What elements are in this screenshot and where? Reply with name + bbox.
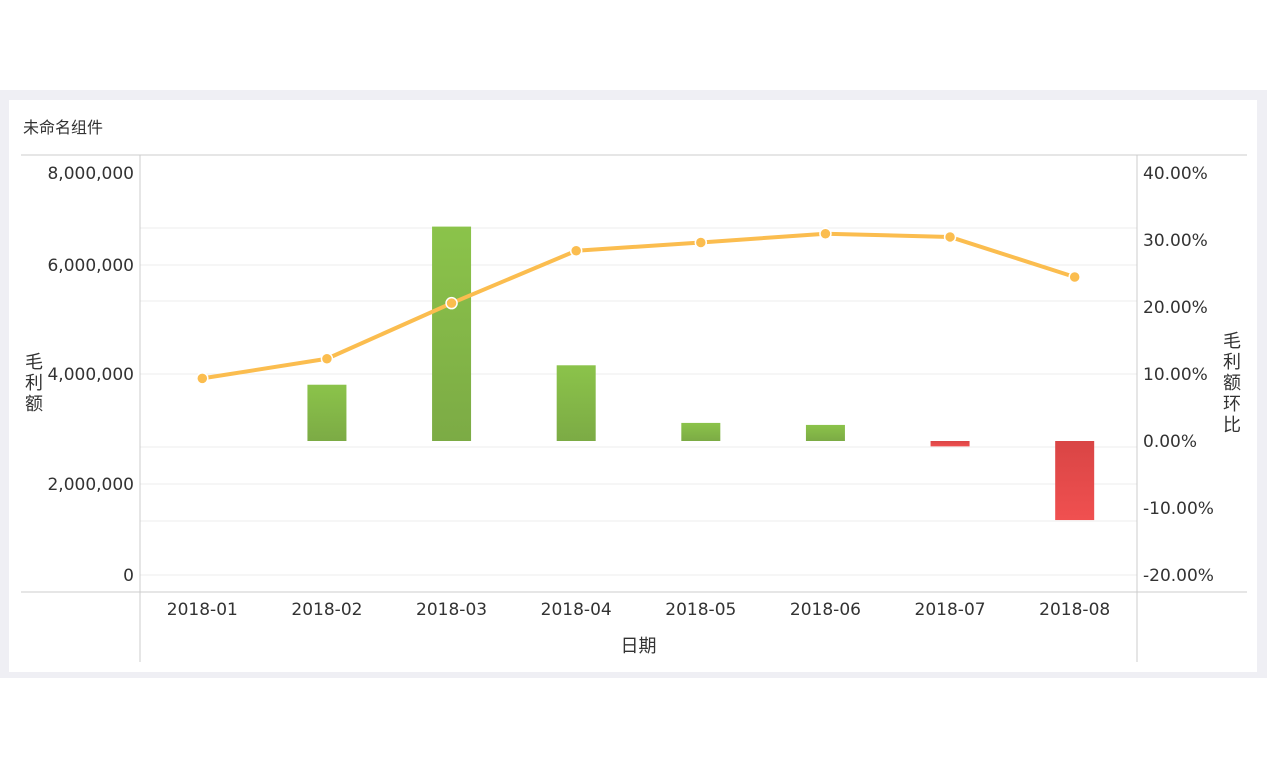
left-axis-title: 毛利额 (25, 352, 43, 415)
line-point (196, 372, 209, 385)
left-tick-label: 8,000,000 (47, 164, 134, 184)
line-point (819, 227, 832, 240)
line-point (445, 296, 458, 310)
left-tick-label: 0 (123, 566, 134, 586)
left-axis-title-char: 毛 (25, 352, 43, 373)
left-axis-title-char: 利 (25, 373, 43, 394)
bar (681, 422, 721, 441)
line-point (943, 230, 957, 244)
bar-series (307, 226, 1095, 521)
line-point (694, 236, 708, 249)
bar (805, 424, 845, 441)
bar (930, 441, 970, 447)
line-series (196, 227, 1081, 385)
left-tick-label: 4,000,000 (47, 365, 134, 385)
right-axis-title-char: 比 (1223, 415, 1241, 436)
chart-frame: 未命名组件 8,000,000 6,000,000 4,000,000 2,000,0… (0, 90, 1267, 678)
right-axis-title-char: 利 (1223, 352, 1241, 373)
axes (21, 154, 1247, 662)
right-tick-label: 30.00% (1143, 231, 1208, 251)
right-tick-label: 20.00% (1143, 298, 1208, 318)
line-path (200, 231, 1077, 381)
x-tick-label: 2018-01 (167, 600, 238, 620)
right-tick-label: 40.00% (1143, 164, 1208, 184)
right-tick-label: -10.00% (1143, 499, 1214, 519)
x-tick-label: 2018-05 (665, 600, 736, 620)
bar (556, 365, 596, 441)
x-tick-label: 2018-08 (1039, 600, 1110, 620)
x-tick-label: 2018-04 (541, 600, 612, 620)
combo-chart: 8,000,000 6,000,000 4,000,000 2,000,000 0 40.… (21, 154, 1247, 662)
grid-lines (140, 227, 1137, 576)
x-tick-label: 2018-02 (291, 600, 362, 620)
right-axis-title-char: 毛 (1223, 331, 1241, 352)
chart-panel: 未命名组件 8,000,000 6,000,000 4,000,000 2,000,0… (9, 100, 1257, 672)
bar (432, 226, 472, 441)
right-tick-label: 10.00% (1143, 365, 1208, 385)
line-point (569, 244, 583, 257)
left-tick-label: 2,000,000 (47, 475, 134, 495)
x-tick-label: 2018-06 (790, 600, 861, 620)
left-tick-label: 6,000,000 (47, 256, 134, 276)
right-axis-title-char: 额 (1223, 373, 1241, 394)
line-point (1068, 270, 1081, 284)
left-axis-title-char: 额 (25, 394, 43, 415)
right-tick-label: 0.00% (1143, 432, 1197, 452)
right-axis-title: 毛利额环比 (1223, 331, 1241, 436)
right-axis-title-char: 环 (1223, 394, 1241, 415)
x-tick-label: 2018-07 (915, 600, 986, 620)
line-point (320, 352, 334, 365)
x-tick-label: 2018-03 (416, 600, 487, 620)
x-axis-title: 日期 (621, 636, 657, 657)
panel-title: 未命名组件 (23, 118, 104, 137)
right-tick-label: -20.00% (1143, 566, 1214, 586)
bar (1055, 441, 1095, 521)
axis-labels: 8,000,000 6,000,000 4,000,000 2,000,000 0 40.… (25, 164, 1241, 657)
bar (307, 384, 347, 441)
